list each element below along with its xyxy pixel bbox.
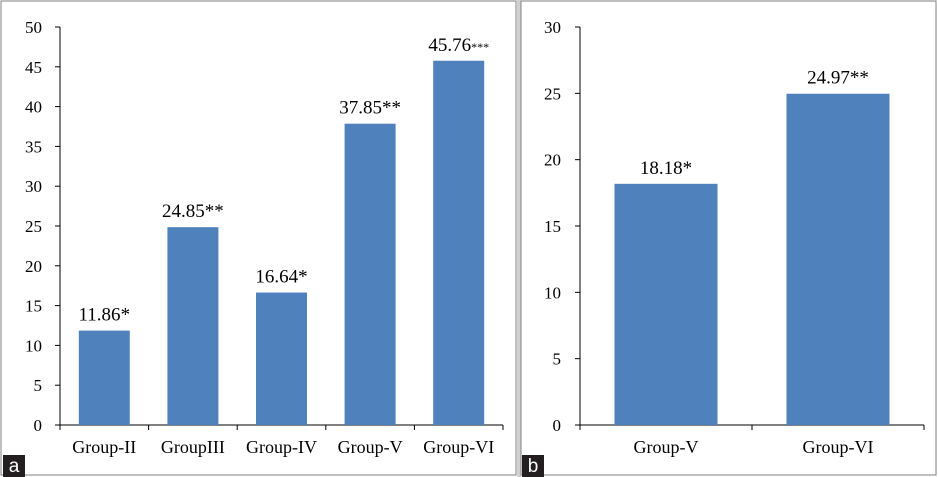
panel-a-data-label-mark: *	[121, 305, 131, 326]
panel-b-bar	[614, 183, 718, 425]
panel-b-y-tick-label: 10	[544, 283, 561, 302]
panel-b-category-label: Group-VI	[803, 437, 874, 457]
panel-b-data-label-value: 24.97	[807, 68, 850, 89]
panel-a-data-label-mark: **	[382, 98, 401, 119]
panel-a-tag-bg	[3, 455, 25, 477]
panel-a-y-tick-label: 45	[25, 58, 42, 77]
panel-a-data-label: 11.86*	[79, 305, 131, 326]
panel-a-bar	[78, 330, 130, 425]
panel-a-data-label-value: 11.86	[79, 305, 121, 326]
panel-b-tag-bg	[522, 455, 544, 477]
panel-a-y-tick-label: 40	[25, 98, 42, 117]
panel-a-y-tick-label: 10	[25, 336, 42, 355]
panel-b-y-tick-label: 20	[544, 151, 561, 170]
panel-a-category-label: Group-IV	[246, 437, 317, 457]
panel-a: 05101520253035404550Group-II11.86*GroupI…	[0, 0, 517, 477]
panel-a-y-tick-label: 25	[25, 217, 42, 236]
panel-a-y-tick-label: 15	[25, 297, 42, 316]
panel-b-y-tick-label: 25	[544, 84, 561, 103]
panel-a-bar	[344, 123, 396, 426]
panel-a-data-label: 45.76***	[428, 35, 489, 56]
panel-a-data-label: 24.85**	[162, 201, 224, 222]
panel-b-data-label: 24.97**	[807, 68, 869, 89]
panel-a-y-tick-label: 30	[25, 177, 42, 196]
panel-b-y-tick-label: 5	[553, 350, 562, 369]
panel-a-y-tick-label: 0	[34, 416, 43, 435]
panel-a-bar	[433, 60, 485, 426]
panel-a-data-label-value: 45.76	[428, 35, 471, 56]
panel-a-y-tick-label: 20	[25, 257, 42, 276]
panel-a-plot: 05101520253035404550Group-II11.86*GroupI…	[25, 18, 504, 457]
panel-a-category-label: Group-VI	[423, 437, 494, 457]
panel-a-data-label-mark: *	[298, 267, 308, 288]
panel-a-data-label: 16.64*	[255, 267, 307, 288]
panel-b-category-label: Group-V	[634, 437, 699, 457]
panel-a-category-label: Group-V	[338, 437, 403, 457]
panel-a-bar	[256, 292, 307, 425]
panel-a-y-tick-label: 35	[25, 137, 42, 156]
panel-b-data-label-value: 18.18	[640, 158, 683, 179]
panel-a-tag: a	[9, 456, 20, 477]
panel-b-tag: b	[528, 456, 539, 477]
panel-b-y-tick-label: 15	[544, 217, 561, 236]
panel-b-data-label: 18.18*	[640, 158, 692, 179]
panel-a-data-label-value: 24.85	[162, 201, 205, 222]
panel-divider	[517, 0, 521, 477]
panel-b-bar	[786, 93, 890, 426]
panel-a-data-label-mark: **	[205, 201, 224, 222]
panel-b-data-label-mark: *	[683, 158, 693, 179]
panel-a-y-tick-label: 5	[34, 376, 43, 395]
panel-a-data-label-value: 16.64	[255, 267, 298, 288]
panel-b-plot: 0 5 10 15 20 25 30 Group-V 18.18* Group-VI 24.97**	[544, 18, 925, 457]
panel-a-data-label-value: 37.85	[339, 98, 382, 119]
panel-b: 051015202530Group-V18.18*Group-VI24.97**…	[520, 0, 937, 477]
panel-b-y-tick-label: 30	[544, 18, 561, 37]
panel-a-category-label: GroupIII	[161, 437, 225, 457]
panel-b-y-tick-label: 0	[553, 416, 562, 435]
panel-a-category-label: Group-II	[72, 437, 136, 457]
panel-a-bar	[167, 227, 219, 425]
panel-a-data-label: 37.85**	[339, 98, 401, 119]
panel-a-y-tick-label: 50	[25, 18, 42, 37]
panel-a-data-label-mark: ***	[471, 40, 489, 54]
panel-b-data-label-mark: **	[850, 68, 869, 89]
